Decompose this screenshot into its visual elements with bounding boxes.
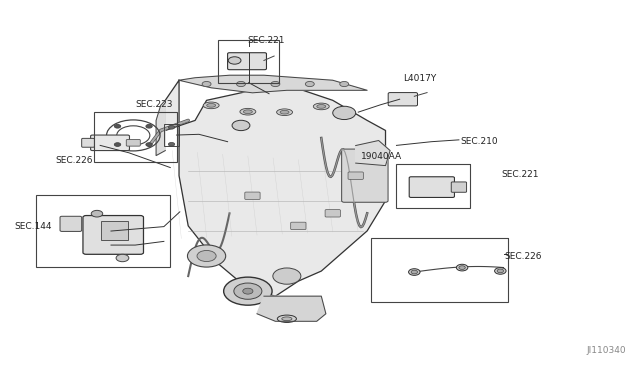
Bar [396, 164, 470, 208]
FancyBboxPatch shape [388, 93, 417, 106]
Circle shape [223, 277, 272, 305]
Circle shape [273, 268, 301, 284]
FancyBboxPatch shape [451, 182, 467, 192]
Circle shape [459, 266, 465, 269]
FancyBboxPatch shape [82, 138, 95, 147]
Ellipse shape [207, 103, 216, 107]
Ellipse shape [282, 317, 292, 321]
Text: SEC.226: SEC.226 [56, 155, 93, 165]
Circle shape [232, 120, 250, 131]
Bar [36, 195, 170, 267]
Circle shape [115, 143, 121, 147]
Circle shape [495, 267, 506, 274]
Circle shape [116, 254, 129, 262]
Circle shape [92, 211, 102, 217]
Circle shape [168, 125, 175, 129]
Ellipse shape [276, 109, 292, 116]
Text: SEC.210: SEC.210 [460, 137, 498, 146]
FancyBboxPatch shape [91, 135, 129, 151]
FancyBboxPatch shape [60, 216, 82, 231]
Text: 19040AA: 19040AA [362, 152, 403, 161]
Polygon shape [165, 80, 385, 296]
Polygon shape [156, 100, 165, 155]
Bar [94, 112, 177, 162]
Circle shape [146, 143, 152, 147]
Ellipse shape [243, 110, 252, 113]
Text: SEC.223: SEC.223 [135, 100, 173, 109]
Ellipse shape [203, 102, 219, 109]
Polygon shape [179, 75, 367, 93]
Circle shape [333, 106, 356, 119]
Bar [371, 238, 508, 302]
FancyBboxPatch shape [83, 215, 143, 254]
FancyBboxPatch shape [291, 222, 306, 230]
Polygon shape [356, 141, 390, 166]
Text: SEC.221: SEC.221 [502, 170, 539, 179]
Bar [101, 221, 128, 240]
Circle shape [188, 245, 226, 267]
Text: SEC.221: SEC.221 [247, 36, 285, 45]
Ellipse shape [280, 110, 289, 114]
Circle shape [305, 81, 314, 87]
FancyBboxPatch shape [348, 172, 364, 179]
FancyBboxPatch shape [126, 140, 140, 146]
Circle shape [234, 283, 262, 299]
Circle shape [271, 81, 280, 87]
Bar [218, 40, 278, 83]
FancyBboxPatch shape [409, 177, 454, 198]
Text: SEC.144: SEC.144 [14, 222, 52, 231]
Ellipse shape [314, 103, 329, 110]
Circle shape [237, 81, 246, 87]
Text: JI110340: JI110340 [586, 346, 626, 355]
Circle shape [228, 57, 241, 64]
Circle shape [497, 269, 504, 273]
Polygon shape [257, 296, 326, 321]
Circle shape [115, 124, 121, 128]
Circle shape [197, 250, 216, 262]
Circle shape [146, 124, 152, 128]
FancyBboxPatch shape [342, 149, 388, 202]
Ellipse shape [317, 105, 326, 108]
FancyBboxPatch shape [228, 53, 266, 70]
Circle shape [340, 81, 349, 87]
Bar [164, 124, 179, 147]
Circle shape [411, 270, 417, 274]
FancyBboxPatch shape [325, 210, 340, 217]
Circle shape [243, 288, 253, 294]
FancyBboxPatch shape [245, 192, 260, 199]
Ellipse shape [240, 108, 256, 115]
Text: SEC.226: SEC.226 [505, 251, 542, 261]
Circle shape [202, 81, 211, 87]
Circle shape [408, 269, 420, 275]
Circle shape [456, 264, 468, 271]
Ellipse shape [277, 315, 296, 323]
Text: L4017Y: L4017Y [403, 74, 436, 83]
Circle shape [168, 142, 175, 146]
